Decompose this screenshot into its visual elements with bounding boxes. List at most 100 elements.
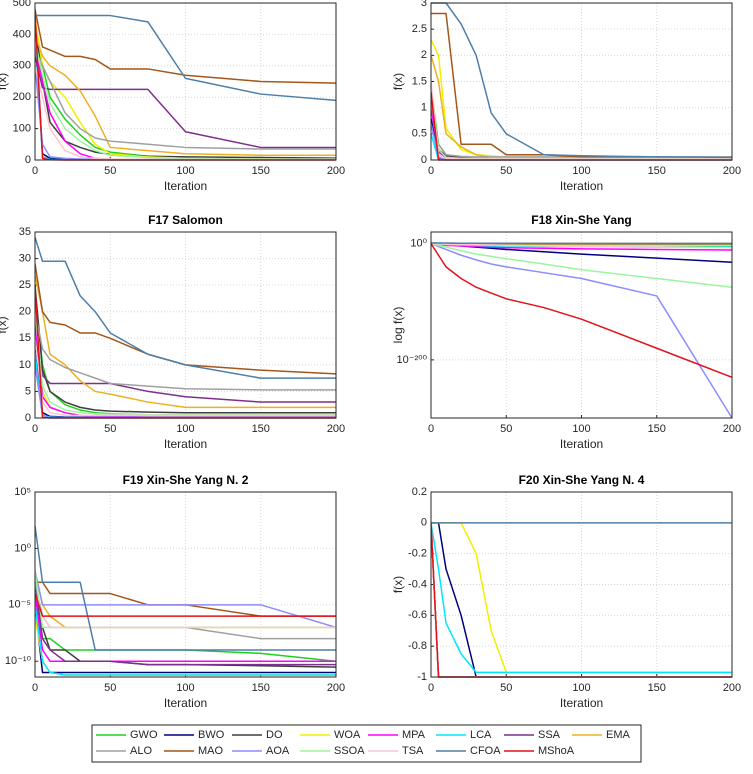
convergence-curve [35,49,336,150]
x-tick-label: 150 [252,165,270,177]
x-tick-label: 0 [32,165,38,177]
x-axis-label: Iteration [164,437,207,451]
series-group [35,237,336,419]
x-axis-label: Iteration [560,696,603,710]
x-tick-label: 200 [723,423,741,435]
x-tick-label: 100 [176,165,194,177]
x-tick-label: 50 [500,682,512,694]
panel: 0 50 100 150 200 10⁵ 10⁰ 10⁻⁵ 10⁻¹⁰ F19 Xin-She Y… [5,473,345,710]
x-tick-label: 100 [176,682,194,694]
x-axis-label: Iteration [164,179,207,193]
x-tick-label: 50 [500,423,512,435]
convergence-curve [35,570,336,629]
y-tick-label: 0.5 [412,128,427,140]
legend-label: AOA [266,745,290,757]
convergence-curve [35,263,336,375]
axes-frame [430,231,733,419]
axes-frame [430,2,733,161]
y-axis-label: f(x) [0,73,9,90]
x-tick-label: 200 [327,423,345,435]
convergence-curve [35,285,336,414]
y-tick-label: -0.2 [408,548,427,560]
x-tick-label: 0 [428,423,434,435]
y-tick-label: -1 [417,671,427,683]
y-tick-label: 1 [421,102,427,114]
convergence-curve [431,243,732,379]
convergence-curve [431,242,732,288]
y-axis-label: log f(x) [391,307,405,344]
panel: 0 50 100 150 200 0 100 200 300 400 500 Iteration f(x… [0,0,345,193]
y-tick-label: 35 [19,226,31,238]
axes-frame [430,491,733,678]
y-tick-label: 10⁻²⁰⁰ [396,354,427,366]
legend-label: MAO [198,745,224,757]
x-tick-label: 50 [104,682,116,694]
x-tick-label: 50 [104,165,116,177]
convergence-curve [35,311,336,391]
y-tick-label: 10⁰ [410,238,427,250]
x-tick-label: 50 [500,165,512,177]
x-tick-label: 150 [648,423,666,435]
y-tick-label: 15 [19,332,31,344]
convergence-curve [431,522,732,674]
y-tick-label: 2.5 [412,23,427,35]
legend-label: LCA [470,729,492,741]
panel: 0 50 100 150 200 -1 -0.8 -0.6 -0.4 -0.2 0 0.2 F20 Xi… [391,473,741,710]
y-axis-label: f(x) [391,73,405,90]
convergence-curve [35,582,336,666]
x-tick-label: 100 [572,682,590,694]
x-tick-label: 100 [572,165,590,177]
y-tick-label: 25 [19,279,31,291]
legend: GWO BWO DO WOA MPA LCA SSA EMA ALO MAO AOA SSOA TSA C… [96,729,631,757]
legend-label: TSA [402,745,424,757]
convergence-curve [35,581,336,617]
y-tick-label: 0 [25,412,31,424]
convergence-curve [35,56,336,149]
y-tick-label: 400 [13,28,31,40]
legend-label: WOA [334,729,361,741]
convergence-curve [35,21,336,159]
y-tick-label: 0 [421,154,427,166]
x-tick-label: 0 [428,165,434,177]
y-tick-label: 2 [421,49,427,61]
x-tick-label: 0 [428,682,434,694]
x-tick-label: 200 [723,165,741,177]
x-tick-label: 0 [32,682,38,694]
y-tick-label: -0.6 [408,609,427,621]
panel: 0 50 100 150 200 10⁰ 10⁻²⁰⁰ F18 Xin-She Yang Ite… [391,213,741,451]
legend-label: EMA [606,729,631,741]
y-tick-label: 300 [13,60,31,72]
x-tick-label: 150 [648,682,666,694]
convergence-curve [35,274,336,409]
y-tick-label: 5 [25,385,31,397]
y-tick-label: 0 [25,154,31,166]
x-tick-label: 50 [104,423,116,435]
y-tick-label: -0.8 [408,640,427,652]
convergence-curve [35,593,336,617]
x-tick-label: 0 [32,423,38,435]
y-axis-label: f(x) [391,576,405,593]
convergence-curve [431,12,732,159]
legend-box [91,724,642,763]
x-axis-label: Iteration [560,179,603,193]
convergence-curve [35,338,336,403]
convergence-curve [431,81,732,160]
panel-title: F18 Xin-She Yang [531,213,631,227]
y-tick-label: 30 [19,252,31,264]
convergence-curve [35,237,336,379]
x-tick-label: 200 [327,682,345,694]
legend-label: DO [266,729,283,741]
convergence-curve [35,9,336,84]
panel-title: F19 Xin-She Yang N. 2 [123,473,249,487]
legend-label: MShoA [538,745,575,757]
legend-label: ALO [130,745,152,757]
x-tick-label: 200 [327,165,345,177]
y-tick-label: 0 [421,517,427,529]
x-tick-label: 150 [252,682,270,694]
y-tick-label: 10⁻⁵ [8,599,31,611]
convergence-curve [431,242,732,249]
x-tick-label: 100 [572,423,590,435]
y-tick-label: -0.4 [408,578,427,590]
panel-title: F17 Salomon [148,213,223,227]
